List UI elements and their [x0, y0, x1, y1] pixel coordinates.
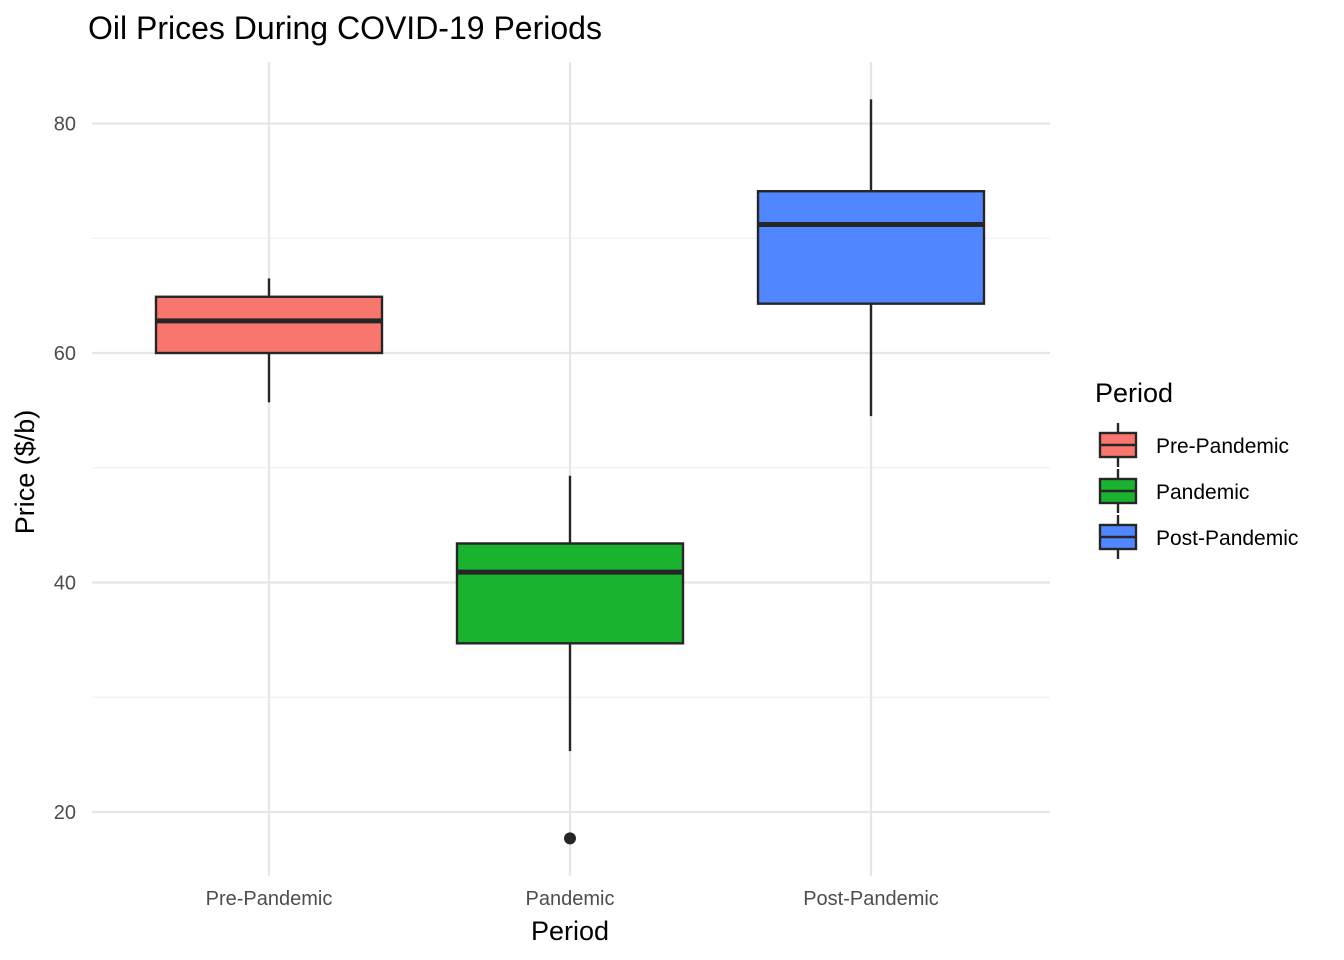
y-tick-label-40: 40: [54, 573, 76, 595]
grid-layer: [92, 62, 1050, 876]
x-tick-label-0: Pre-Pandemic: [206, 888, 333, 910]
y-axis-title: Price ($/b): [10, 410, 40, 535]
box-1: [455, 542, 685, 645]
x-tick-label-1: Pandemic: [526, 888, 615, 910]
outlier-point-1-0: [564, 832, 576, 845]
x-tick-label-2: Post-Pandemic: [803, 888, 939, 910]
box-group-0: [154, 278, 384, 403]
legend-item-1: Pandemic: [1098, 469, 1249, 513]
y-tick-label-80: 80: [54, 114, 76, 136]
legend-item-2: Post-Pandemic: [1098, 515, 1298, 559]
legend-item-0: Pre-Pandemic: [1098, 423, 1289, 467]
box-layer: [154, 99, 986, 845]
box-2: [756, 190, 986, 305]
x-axis-title: Period: [531, 916, 609, 946]
legend-title: Period: [1095, 378, 1173, 408]
box-0: [154, 295, 384, 355]
box-group-1: [455, 475, 685, 845]
legend-label-0: Pre-Pandemic: [1156, 435, 1289, 458]
axis-layer: 20 40 60 80 Pre-Pandemic Pandemic Post-Pandemi…: [54, 114, 939, 911]
y-tick-label-20: 20: [54, 802, 76, 824]
chart-title: Oil Prices During COVID-19 Periods: [88, 10, 602, 46]
box-group-2: [756, 99, 986, 417]
legend: Period Pre-Pandemic Pandemic Post-Pandemic: [1095, 378, 1298, 559]
legend-label-1: Pandemic: [1156, 481, 1249, 504]
legend-label-2: Post-Pandemic: [1156, 527, 1298, 550]
y-tick-label-60: 60: [54, 343, 76, 365]
